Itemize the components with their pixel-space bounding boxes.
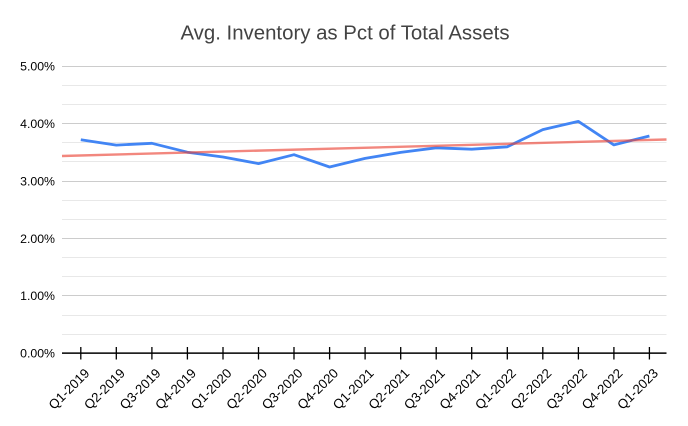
svg-text:1.00%: 1.00% bbox=[20, 289, 55, 303]
svg-text:4.00%: 4.00% bbox=[20, 117, 55, 131]
svg-text:3.00%: 3.00% bbox=[20, 174, 55, 188]
svg-text:2.00%: 2.00% bbox=[20, 232, 55, 246]
svg-text:Avg. Inventory as Pct of Total: Avg. Inventory as Pct of Total Assets bbox=[180, 23, 509, 45]
svg-text:5.00%: 5.00% bbox=[20, 60, 55, 74]
svg-text:0.00%: 0.00% bbox=[20, 347, 55, 361]
